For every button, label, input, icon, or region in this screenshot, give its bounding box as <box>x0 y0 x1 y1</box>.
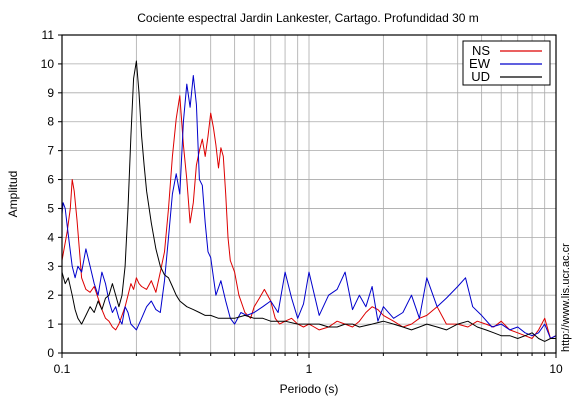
y-tick-label: 8 <box>47 115 54 129</box>
x-tick-label: 1 <box>306 362 313 376</box>
y-tick-label: 10 <box>41 57 55 71</box>
y-tick-label: 3 <box>47 259 54 273</box>
y-tick-label: 4 <box>47 230 54 244</box>
x-axis-title: Periodo (s) <box>280 382 339 396</box>
grid <box>61 34 556 354</box>
y-axis: 0 1 2 3 4 5 6 7 8 9 10 11 <box>41 28 62 360</box>
series-line-ew <box>61 75 557 339</box>
y-tick-label: 2 <box>47 288 54 302</box>
y-tick-label: 0 <box>47 346 54 360</box>
x-tick-label: 10 <box>549 362 563 376</box>
x-tick-label: 0.1 <box>54 362 71 376</box>
y-tick-label: 6 <box>47 173 54 187</box>
y-tick-label: 11 <box>42 28 55 42</box>
y-tick-label: 9 <box>47 86 54 100</box>
legend-label-ew: EW <box>469 56 491 71</box>
y-tick-label: 5 <box>47 201 54 215</box>
y-tick-label: 7 <box>47 144 54 158</box>
x-axis: 0.1 1 10 <box>54 353 563 376</box>
y-axis-title: Amplitud <box>6 171 20 218</box>
series-line-ns <box>61 95 557 339</box>
series-line-ud <box>61 60 556 342</box>
legend-label-ns: NS <box>472 43 490 58</box>
y-tick-label: 1 <box>47 317 54 331</box>
legend-box <box>462 40 551 86</box>
website-url: http://www.lis.ucr.ac.cr <box>560 243 572 352</box>
legend-label-ud: UD <box>471 69 490 84</box>
chart-title: Cociente espectral Jardin Lankester, Car… <box>137 11 479 25</box>
series-group <box>61 60 557 342</box>
